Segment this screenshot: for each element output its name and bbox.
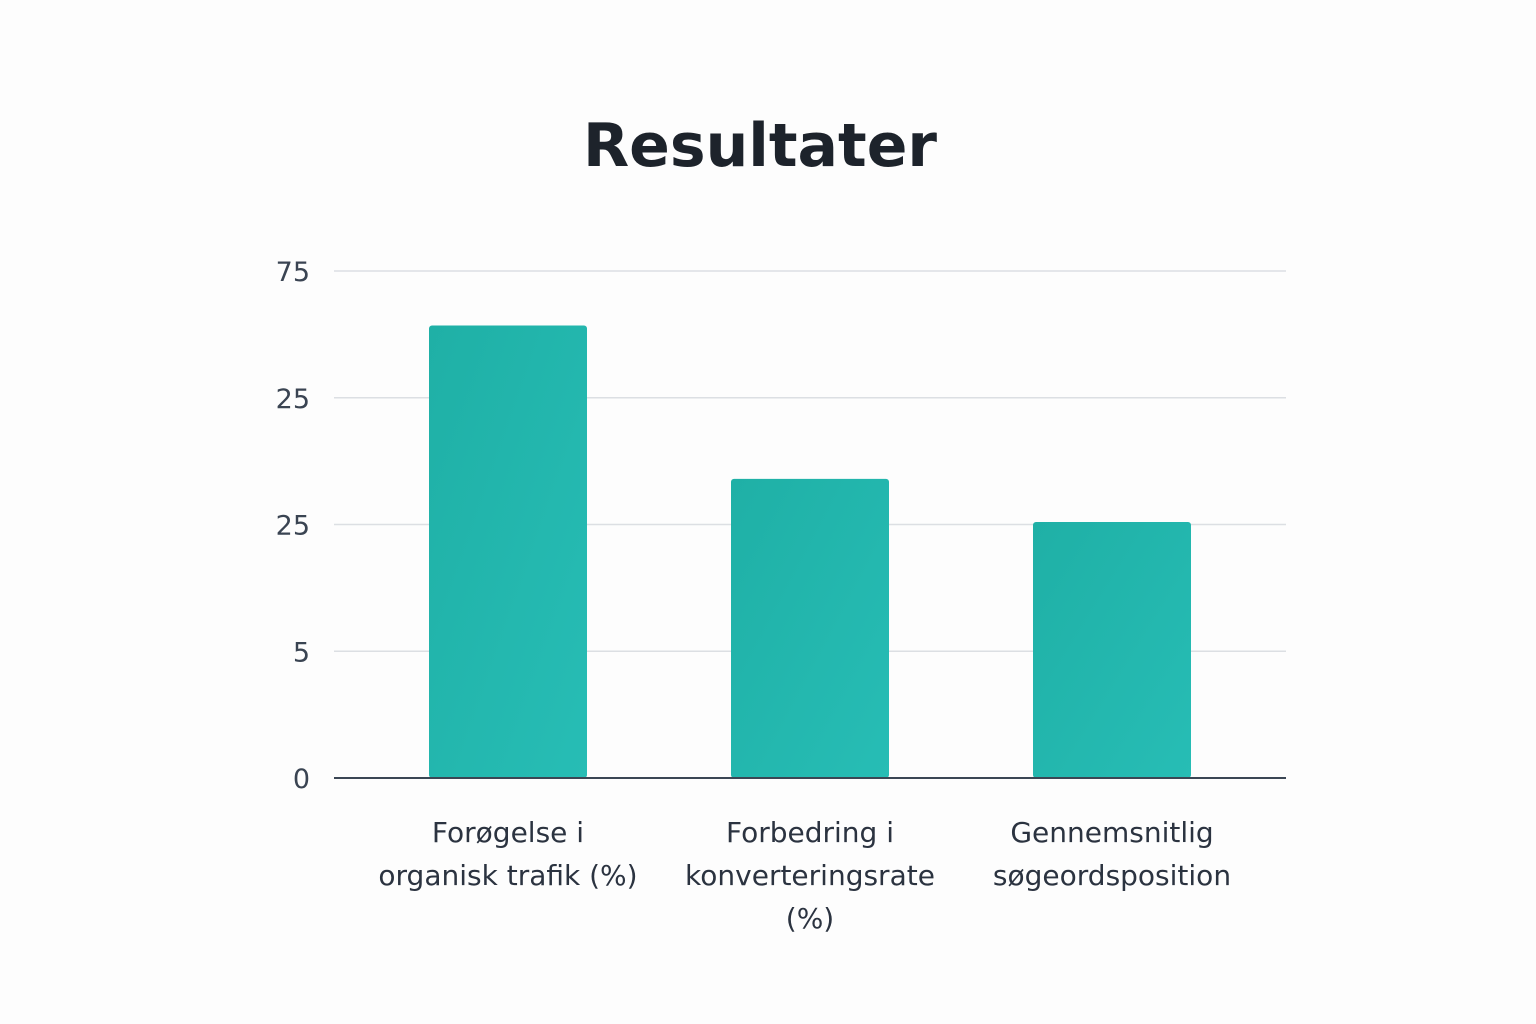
bars: [429, 325, 1191, 778]
x-category-label-line: (%): [786, 902, 834, 935]
y-tick-label: 75: [276, 257, 310, 288]
y-tick-label: 25: [276, 511, 310, 542]
x-category-label: Forbedring i konverteringsrate (%): [685, 816, 935, 935]
y-axis-ticks: 0 5 25 25 75: [276, 257, 310, 795]
bar: [429, 325, 587, 778]
x-category-label: Forøgelse i organisk trafik (%): [378, 816, 637, 892]
y-tick-label: 25: [276, 384, 310, 415]
x-category-label: Gennemsnitlig søgeordsposition: [993, 816, 1231, 892]
bar: [1033, 521, 1191, 778]
y-tick-label: 5: [293, 637, 310, 668]
bar: [731, 478, 889, 778]
x-category-label-line: Gennemsnitlig: [1010, 816, 1213, 849]
x-category-label-line: Forbedring i: [726, 816, 894, 849]
x-category-label-line: søgeordsposition: [993, 859, 1231, 892]
x-category-label-line: Forøgelse i: [432, 816, 584, 849]
chart-title: Resultater: [583, 111, 937, 181]
y-tick-label: 0: [293, 764, 310, 795]
category-labels: Forøgelse i organisk trafik (%) Forbedring…: [378, 816, 1231, 935]
x-category-label-line: organisk trafik (%): [378, 859, 637, 892]
x-category-label-line: konverteringsrate: [685, 859, 935, 892]
